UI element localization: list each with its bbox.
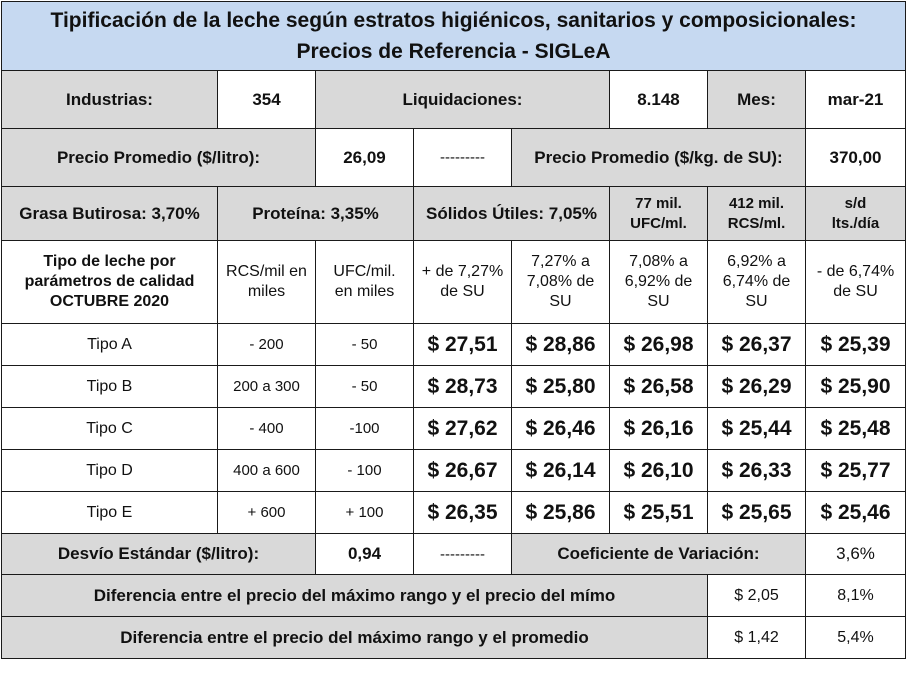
table-row: Tipo A - 200 - 50 $ 27,51 $ 28,86 $ 26,9… xyxy=(1,323,906,366)
page-title: Tipificación de la leche según estratos … xyxy=(0,1,906,71)
mes-label: Mes: xyxy=(707,70,806,129)
table-row: Tipo B 200 a 300 - 50 $ 28,73 $ 25,80 $ … xyxy=(1,365,906,408)
row-price: $ 25,46 xyxy=(804,491,906,534)
diff-row: Diferencia entre el precio del máximo ra… xyxy=(1,574,906,617)
row-price: $ 28,86 xyxy=(511,323,610,366)
ufc-cell: 77 mil. UFC/ml. xyxy=(609,186,708,241)
diff-label: Diferencia entre el precio del máximo ra… xyxy=(1,616,708,659)
coef-label: Coeficiente de Variación: xyxy=(511,533,806,575)
row-price: $ 26,14 xyxy=(511,449,610,492)
row-rcs: + 600 xyxy=(217,491,316,534)
precio-kg-value: 370,00 xyxy=(804,128,906,187)
precio-kg-label: Precio Promedio ($/kg. de SU): xyxy=(511,128,806,187)
row-rcs: 400 a 600 xyxy=(217,449,316,492)
precio-litro-label: Precio Promedio ($/litro): xyxy=(1,128,316,187)
row-tipo: Tipo A xyxy=(1,323,218,366)
row-price: $ 25,48 xyxy=(804,407,906,450)
table-row: Tipo E + 600 + 100 $ 26,35 $ 25,86 $ 25,… xyxy=(1,491,906,534)
industrias-value: 354 xyxy=(217,70,316,129)
diff-pct: 8,1% xyxy=(804,574,906,617)
liquidaciones-label: Liquidaciones: xyxy=(315,70,610,129)
title-line-1: Tipificación de la leche según estratos … xyxy=(50,9,857,32)
row-tipo: Tipo D xyxy=(1,449,218,492)
diff-row: Diferencia entre el precio del máximo ra… xyxy=(1,616,906,659)
desvio-label: Desvío Estándar ($/litro): xyxy=(1,533,316,575)
row-ufc: -100 xyxy=(315,407,414,450)
header-col-2: 7,27% a 7,08% de SU xyxy=(511,240,610,324)
row-ufc: - 100 xyxy=(315,449,414,492)
row-price: $ 26,58 xyxy=(609,365,708,408)
row-tipo: Tipo C xyxy=(1,407,218,450)
table-row: Tipo D 400 a 600 - 100 $ 26,67 $ 26,14 $… xyxy=(1,449,906,492)
header-ufc: UFC/mil. en miles xyxy=(315,240,414,324)
row-price: $ 26,29 xyxy=(707,365,806,408)
title-line-2: Precios de Referencia - SIGLeA xyxy=(296,40,611,63)
row-ufc: + 100 xyxy=(315,491,414,534)
sd-cell: s/d lts./día xyxy=(804,186,906,241)
row-rcs: - 200 xyxy=(217,323,316,366)
diff-amount: $ 2,05 xyxy=(707,574,806,617)
row-price: $ 26,46 xyxy=(511,407,610,450)
header-col-4: 6,92% a 6,74% de SU xyxy=(707,240,806,324)
diff-amount: $ 1,42 xyxy=(707,616,806,659)
row-ufc: - 50 xyxy=(315,323,414,366)
dashes-cell: --------- xyxy=(413,533,512,575)
row-price: $ 26,67 xyxy=(413,449,512,492)
row-rcs: 200 a 300 xyxy=(217,365,316,408)
coef-value: 3,6% xyxy=(804,533,906,575)
price-reference-table: Tipificación de la leche según estratos … xyxy=(0,1,906,659)
desvio-value: 0,94 xyxy=(315,533,414,575)
row-price: $ 25,44 xyxy=(707,407,806,450)
precio-litro-value: 26,09 xyxy=(315,128,414,187)
row-price: $ 26,35 xyxy=(413,491,512,534)
row-price: $ 26,37 xyxy=(707,323,806,366)
proteina-cell: Proteína: 3,35% xyxy=(217,186,414,241)
table-header-row: Tipo de leche por parámetros de calidad … xyxy=(1,240,906,324)
row-price: $ 25,51 xyxy=(609,491,708,534)
header-col-1: + de 7,27% de SU xyxy=(413,240,512,324)
row-price: $ 25,86 xyxy=(511,491,610,534)
composition-row: Grasa Butirosa: 3,70% Proteína: 3,35% Só… xyxy=(1,186,906,241)
row-tipo: Tipo E xyxy=(1,491,218,534)
stats-row: Desvío Estándar ($/litro): 0,94 --------… xyxy=(1,533,906,575)
row-tipo: Tipo B xyxy=(1,365,218,408)
row-rcs: - 400 xyxy=(217,407,316,450)
diff-pct: 5,4% xyxy=(804,616,906,659)
row-price: $ 25,90 xyxy=(804,365,906,408)
summary-row-1: Industrias: 354 Liquidaciones: 8.148 Mes… xyxy=(1,70,906,129)
title-row: Tipificación de la leche según estratos … xyxy=(0,1,906,71)
summary-row-2: Precio Promedio ($/litro): 26,09 -------… xyxy=(1,128,906,187)
rcs-cell: 412 mil. RCS/ml. xyxy=(707,186,806,241)
header-col-3: 7,08% a 6,92% de SU xyxy=(609,240,708,324)
row-price: $ 25,77 xyxy=(804,449,906,492)
industrias-label: Industrias: xyxy=(1,70,218,129)
row-price: $ 26,33 xyxy=(707,449,806,492)
header-tipo: Tipo de leche por parámetros de calidad … xyxy=(1,240,218,324)
row-price: $ 26,16 xyxy=(609,407,708,450)
table-row: Tipo C - 400 -100 $ 27,62 $ 26,46 $ 26,1… xyxy=(1,407,906,450)
mes-value: mar-21 xyxy=(804,70,906,129)
row-price: $ 25,65 xyxy=(707,491,806,534)
row-price: $ 25,80 xyxy=(511,365,610,408)
row-price: $ 26,10 xyxy=(609,449,708,492)
row-ufc: - 50 xyxy=(315,365,414,408)
header-col-5: - de 6,74% de SU xyxy=(804,240,906,324)
grasa-cell: Grasa Butirosa: 3,70% xyxy=(1,186,218,241)
dashes-cell: --------- xyxy=(413,128,512,187)
liquidaciones-value: 8.148 xyxy=(609,70,708,129)
diff-label: Diferencia entre el precio del máximo ra… xyxy=(1,574,708,617)
solidos-cell: Sólidos Útiles: 7,05% xyxy=(413,186,610,241)
row-price: $ 27,51 xyxy=(413,323,512,366)
row-price: $ 28,73 xyxy=(413,365,512,408)
row-price: $ 26,98 xyxy=(609,323,708,366)
header-rcs: RCS/mil en miles xyxy=(217,240,316,324)
row-price: $ 27,62 xyxy=(413,407,512,450)
row-price: $ 25,39 xyxy=(804,323,906,366)
